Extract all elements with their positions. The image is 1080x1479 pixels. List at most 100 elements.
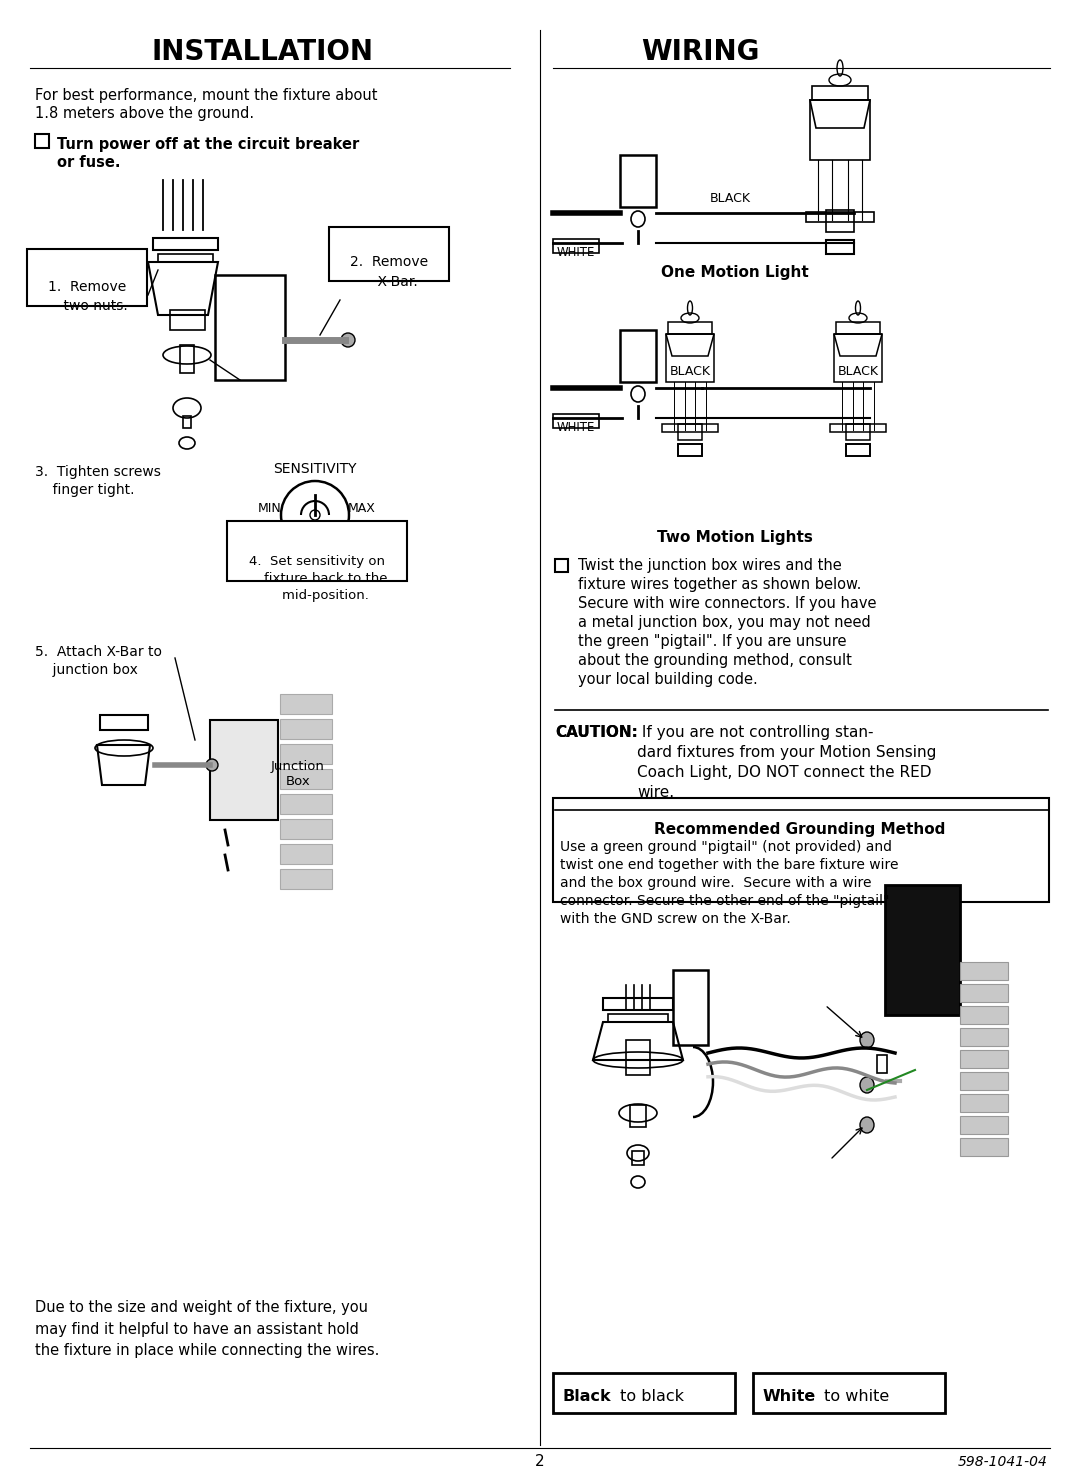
Bar (158, 254, 213, 262)
Bar (280, 870, 332, 889)
FancyBboxPatch shape (27, 248, 147, 306)
Text: twist one end together with the bare fixture wire: twist one end together with the bare fix… (561, 858, 899, 873)
Bar (826, 210, 854, 232)
Bar (885, 884, 960, 1015)
Bar (669, 322, 712, 334)
Text: 2: 2 (536, 1454, 544, 1470)
Bar (620, 330, 656, 382)
Text: Use a green ground "pigtail" (not provided) and: Use a green ground "pigtail" (not provid… (561, 840, 892, 853)
Text: 5.  Attach X-Bar to: 5. Attach X-Bar to (35, 645, 162, 660)
Bar (280, 794, 332, 813)
Bar (666, 334, 714, 382)
Circle shape (310, 510, 320, 521)
Text: to white: to white (819, 1389, 889, 1404)
Bar (555, 559, 568, 572)
Ellipse shape (860, 1077, 874, 1093)
Text: WIRING: WIRING (640, 38, 759, 67)
Text: Turn power off at the circuit breaker: Turn power off at the circuit breaker (57, 138, 360, 152)
Bar (280, 719, 332, 740)
Bar (806, 211, 874, 222)
Text: wire.: wire. (637, 785, 674, 800)
Text: INSTALLATION: INSTALLATION (151, 38, 373, 67)
Bar (960, 984, 1008, 1001)
Bar (960, 1050, 1008, 1068)
Text: junction box: junction box (35, 663, 138, 677)
Bar (834, 334, 882, 382)
Text: Black: Black (563, 1389, 611, 1404)
Text: Coach Light, DO NOT connect the RED: Coach Light, DO NOT connect the RED (637, 765, 931, 779)
Bar (960, 1028, 1008, 1046)
Bar (673, 970, 708, 1046)
Bar (846, 424, 870, 439)
Bar (678, 424, 702, 439)
Text: SENSITIVITY: SENSITIVITY (273, 461, 356, 476)
Bar (620, 155, 656, 207)
Bar (810, 101, 870, 160)
Bar (630, 1105, 646, 1127)
Text: connector. Secure the other end of the "pigtail": connector. Secure the other end of the "… (561, 893, 890, 908)
FancyBboxPatch shape (553, 1373, 735, 1412)
Bar (836, 322, 880, 334)
Text: fixture wires together as shown below.: fixture wires together as shown below. (578, 577, 862, 592)
Text: BLACK: BLACK (710, 192, 751, 206)
Text: White: White (762, 1389, 816, 1404)
Bar (960, 1137, 1008, 1157)
Text: 1.  Remove
    two nuts.: 1. Remove two nuts. (46, 280, 127, 314)
Text: and the box ground wire.  Secure with a wire: and the box ground wire. Secure with a w… (561, 876, 872, 890)
Bar (280, 694, 332, 714)
Text: about the grounding method, consult: about the grounding method, consult (578, 654, 852, 669)
Text: CAUTION:: CAUTION: (555, 725, 638, 740)
Text: 4.  Set sensitivity on
    fixture back to the
    mid-position.: 4. Set sensitivity on fixture back to th… (246, 555, 388, 602)
Text: For best performance, mount the fixture about: For best performance, mount the fixture … (35, 87, 378, 104)
Text: with the GND screw on the X-Bar.: with the GND screw on the X-Bar. (561, 913, 791, 926)
Text: to black: to black (615, 1389, 684, 1404)
Bar (280, 819, 332, 839)
Bar (960, 1117, 1008, 1134)
Bar (678, 444, 702, 456)
Text: Two Motion Lights: Two Motion Lights (657, 529, 813, 544)
Text: MIN: MIN (258, 501, 282, 515)
Text: or fuse.: or fuse. (57, 155, 121, 170)
Bar (960, 1094, 1008, 1112)
Text: BLACK: BLACK (837, 365, 878, 379)
FancyBboxPatch shape (227, 521, 407, 581)
Text: BLACK: BLACK (670, 365, 711, 379)
Bar (626, 1040, 650, 1075)
Bar (662, 424, 718, 432)
Bar (603, 998, 673, 1010)
Text: finger tight.: finger tight. (35, 484, 135, 497)
Text: One Motion Light: One Motion Light (661, 265, 809, 280)
Bar (553, 240, 599, 253)
Text: a metal junction box, you may not need: a metal junction box, you may not need (578, 615, 870, 630)
Bar (180, 345, 194, 373)
FancyBboxPatch shape (329, 226, 449, 281)
Bar (280, 744, 332, 765)
Bar (35, 135, 49, 148)
Bar (812, 86, 868, 101)
Bar (831, 424, 886, 432)
Bar (877, 1055, 887, 1072)
Text: 3.  Tighten screws: 3. Tighten screws (35, 464, 161, 479)
Bar (608, 1015, 669, 1022)
Text: your local building code.: your local building code. (578, 671, 758, 688)
Bar (215, 275, 285, 380)
Ellipse shape (860, 1032, 874, 1049)
Text: Due to the size and weight of the fixture, you
may find it helpful to have an as: Due to the size and weight of the fixtur… (35, 1300, 379, 1358)
Bar (100, 714, 148, 731)
Bar (183, 416, 191, 427)
Bar (170, 311, 205, 330)
Bar (280, 845, 332, 864)
Text: WHITE: WHITE (557, 246, 595, 259)
Bar (632, 1151, 644, 1165)
Bar (826, 240, 854, 254)
Bar (153, 238, 218, 250)
Bar (960, 1006, 1008, 1023)
Text: Secure with wire connectors. If you have: Secure with wire connectors. If you have (578, 596, 877, 611)
Text: the green "pigtail". If you are unsure: the green "pigtail". If you are unsure (578, 634, 847, 649)
Text: 598-1041-04: 598-1041-04 (958, 1455, 1048, 1469)
Text: 2.  Remove
    X-Bar.: 2. Remove X-Bar. (350, 254, 428, 288)
Text: MAX: MAX (348, 501, 376, 515)
Bar (553, 414, 599, 427)
Bar (960, 961, 1008, 981)
Ellipse shape (341, 333, 355, 348)
